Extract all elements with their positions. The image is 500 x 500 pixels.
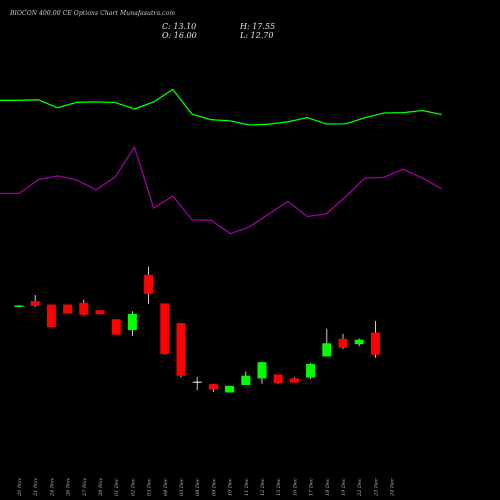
x-axis-tick-label: 12 Dec <box>260 478 266 496</box>
candle-body <box>273 374 283 383</box>
x-axis-tick-label: 27 Nov <box>82 478 88 497</box>
x-axis-tick-label: 17 Dec <box>309 478 315 496</box>
x-axis-tick-label: 11 Dec <box>244 478 250 496</box>
x-axis-tick-label: 04 Dec <box>163 478 169 496</box>
candle-body <box>176 323 186 376</box>
x-axis-tick-label: 21 Nov <box>33 478 39 497</box>
candle-body <box>370 332 380 355</box>
x-axis-tick-label: 01 Dec <box>114 478 120 496</box>
indicator-line-1 <box>0 88 442 126</box>
candle-body <box>306 364 316 378</box>
candle-body <box>160 303 170 355</box>
x-axis-tick-label: 28 Nov <box>98 478 104 497</box>
x-axis-tick-label: 20 Nov <box>17 478 23 497</box>
candle-body <box>354 339 364 345</box>
candle-body <box>79 302 89 315</box>
candle-body <box>257 362 267 379</box>
x-axis-tick-label: 18 Dec <box>325 478 331 496</box>
candle-body <box>225 385 235 393</box>
candle-body <box>30 301 40 306</box>
candle-body <box>127 313 137 331</box>
candle-body <box>289 378 299 383</box>
x-axis-tick-label: 09 Dec <box>211 478 217 496</box>
candle-body <box>338 338 348 348</box>
candle-body <box>46 304 56 328</box>
candle-body <box>322 343 332 357</box>
low-value: L: 12.70 <box>240 31 274 40</box>
candle-body <box>111 319 121 335</box>
x-axis-tick-label: 05 Dec <box>179 478 185 496</box>
open-value: O: 16.00 <box>162 31 197 40</box>
candle-body <box>208 384 218 390</box>
candle-body <box>144 274 154 294</box>
close-value: C: 13.10 <box>162 22 197 31</box>
candle-body <box>63 304 73 314</box>
indicator-line-2 <box>0 145 442 235</box>
candle-body <box>192 381 202 383</box>
x-axis-tick-label: 16 Dec <box>292 478 298 496</box>
x-axis-tick-label: 08 Dec <box>195 478 201 496</box>
x-axis-tick-label: 15 Dec <box>276 478 282 496</box>
x-axis-tick-label: 10 Dec <box>228 478 234 496</box>
x-axis-tick-label: 23 Dec <box>373 478 379 497</box>
candle-body <box>14 305 24 307</box>
candle-body <box>241 375 251 385</box>
x-axis-tick-label: 22 Dec <box>357 478 363 497</box>
x-axis-tick-label: 02 Dec <box>130 478 136 496</box>
x-axis-tick-label: 26 Nov <box>66 478 72 497</box>
high-value: H: 17.55 <box>240 22 276 31</box>
candle-body <box>95 310 105 315</box>
x-axis-tick-label: 24 Dec <box>390 478 396 497</box>
x-axis-tick-label: 19 Dec <box>341 478 347 496</box>
chart-title: BIOCON 400.00 CE Options Chart Munafasut… <box>10 10 176 17</box>
x-axis-tick-label: 03 Dec <box>147 478 153 496</box>
x-axis-tick-label: 24 Nov <box>49 478 55 497</box>
